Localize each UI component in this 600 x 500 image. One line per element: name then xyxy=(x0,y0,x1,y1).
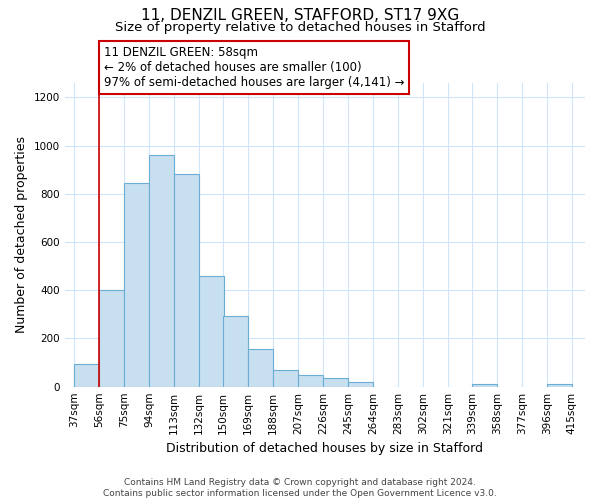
X-axis label: Distribution of detached houses by size in Stafford: Distribution of detached houses by size … xyxy=(166,442,484,455)
Bar xyxy=(348,382,373,386)
Bar xyxy=(248,350,273,387)
Bar xyxy=(74,364,99,386)
Bar xyxy=(273,370,298,386)
Bar xyxy=(298,374,323,386)
Bar xyxy=(547,384,572,386)
Bar xyxy=(149,155,174,386)
Bar xyxy=(174,174,199,386)
Bar xyxy=(199,276,224,386)
Text: Size of property relative to detached houses in Stafford: Size of property relative to detached ho… xyxy=(115,21,485,34)
Bar xyxy=(323,378,348,386)
Y-axis label: Number of detached properties: Number of detached properties xyxy=(15,136,28,334)
Bar xyxy=(124,183,149,386)
Bar xyxy=(223,316,248,386)
Text: Contains HM Land Registry data © Crown copyright and database right 2024.
Contai: Contains HM Land Registry data © Crown c… xyxy=(103,478,497,498)
Bar xyxy=(99,290,124,386)
Text: 11, DENZIL GREEN, STAFFORD, ST17 9XG: 11, DENZIL GREEN, STAFFORD, ST17 9XG xyxy=(141,8,459,22)
Bar xyxy=(472,384,497,386)
Text: 11 DENZIL GREEN: 58sqm
← 2% of detached houses are smaller (100)
97% of semi-det: 11 DENZIL GREEN: 58sqm ← 2% of detached … xyxy=(104,46,404,89)
